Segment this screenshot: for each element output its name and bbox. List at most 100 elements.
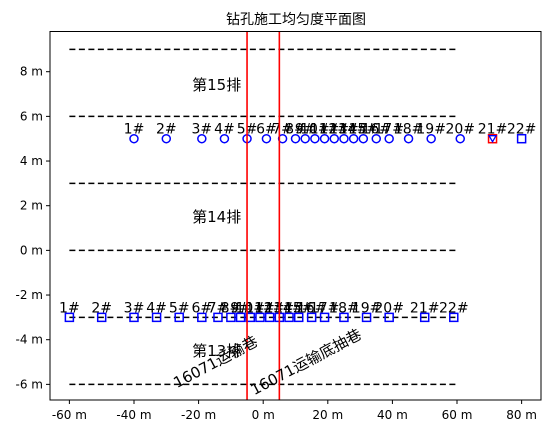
hole-marker-circle (358, 133, 369, 144)
hole-marker-circle (319, 133, 330, 144)
hole-marker-square (235, 312, 246, 323)
row-label: 第13排 (192, 342, 241, 360)
hole-label: 7# (208, 300, 229, 316)
hole-label: 4# (146, 300, 167, 316)
hole-marker-circle (300, 133, 310, 144)
hole-marker-circle (403, 133, 414, 144)
hole-marker-square (226, 312, 236, 323)
y-tick-label: 6 m (20, 109, 43, 123)
y-tick-label: -4 m (16, 333, 43, 347)
y-tick-label: -6 m (16, 377, 43, 391)
hole-label: 17# (374, 122, 404, 138)
hole-marker-circle (219, 133, 230, 144)
hole-marker-square (174, 312, 184, 323)
hole-marker-circle (310, 133, 320, 144)
hole-label: 20# (445, 122, 475, 138)
y-tick-label: 0 m (20, 243, 43, 257)
hole-label: 8# (285, 122, 306, 138)
hole-label: 22# (439, 300, 469, 316)
hole-label: 22# (507, 122, 537, 138)
x-tick-label: 60 m (442, 408, 473, 422)
hole-label: 13# (329, 122, 359, 138)
hole-label: 4# (214, 122, 235, 138)
hole-marker-circle (329, 133, 340, 144)
hole-label: 3# (192, 122, 213, 138)
hole-marker-circle (197, 133, 207, 144)
hole-marker-square (306, 312, 317, 323)
hole-marker-square (129, 312, 139, 323)
hole-marker-circle (161, 133, 172, 144)
hole-marker-circle (129, 133, 139, 144)
hole-label: 18# (394, 122, 424, 138)
hole-label: 1# (59, 300, 80, 316)
hole-marker-circle (371, 133, 382, 144)
hole-marker-square (449, 312, 459, 323)
x-tick-label: -40 m (116, 408, 151, 422)
hole-label: 16# (361, 122, 391, 138)
hole-label: 6# (256, 122, 277, 138)
hole-label: 21# (478, 122, 508, 138)
hole-label: 14# (274, 300, 304, 316)
hole-marker-square (197, 312, 207, 323)
hole-marker-square (419, 312, 430, 323)
hole-label: 2# (91, 300, 112, 316)
y-tick-label: 4 m (20, 154, 43, 168)
hole-label: 3# (124, 300, 145, 316)
hole-marker-circle (426, 133, 436, 144)
hole-marker-circle (261, 133, 272, 144)
y-tick-label: 8 m (20, 65, 43, 79)
hole-marker-square (96, 312, 107, 323)
tunnel-label: 16071运输底抽巷 (248, 325, 365, 399)
x-tick-label: 0 m (252, 408, 275, 422)
hole-label: 20# (374, 300, 404, 316)
x-tick-label: -60 m (52, 408, 87, 422)
x-tick-label: 20 m (312, 408, 343, 422)
hole-marker-circle (455, 133, 465, 144)
hole-label: 5# (169, 300, 190, 316)
hole-label: 6# (192, 300, 213, 316)
hole-marker-circle (348, 133, 359, 144)
y-tick-label: -2 m (16, 288, 43, 302)
hole-label: 16# (297, 300, 327, 316)
hole-label: 8# (221, 300, 242, 316)
hole-label: 19# (352, 300, 382, 316)
hole-label: 17# (310, 300, 340, 316)
hole-marker-square (319, 312, 330, 323)
x-tick-label: 40 m (377, 408, 408, 422)
x-tick-label: 80 m (506, 408, 537, 422)
hole-marker-square (284, 312, 294, 323)
hole-label: 15# (349, 122, 379, 138)
hole-marker-circle (384, 133, 394, 144)
hole-label: 2# (156, 122, 177, 138)
hole-marker-square (384, 312, 394, 323)
hole-label: 9# (230, 300, 251, 316)
hole-label: 12# (255, 300, 285, 316)
chart-title: 钻孔施工均匀度平面图 (226, 12, 366, 28)
plot-area: -60 m -40 m -20 m 0 m 20 m 40 m 60 m 80 m -6 m -4… (16, 31, 537, 422)
row-label: 第14排 (192, 208, 241, 226)
hole-label: 21# (410, 300, 440, 316)
hole-marker-square (516, 133, 527, 144)
hole-label: 12# (319, 122, 349, 138)
hole-marker-square (361, 312, 372, 323)
hole-label: 1# (124, 122, 145, 138)
hole-label: 11# (245, 300, 275, 316)
hole-marker-circle (290, 133, 301, 144)
hole-label: 18# (329, 300, 359, 316)
y-tick-label: 2 m (20, 199, 43, 213)
hole-marker-square (255, 312, 265, 323)
hole-label: 7# (272, 122, 293, 138)
hole-label: 9# (295, 122, 316, 138)
hole-label: 14# (339, 122, 369, 138)
hole-marker-square (293, 312, 304, 323)
hole-marker-square (64, 312, 75, 323)
row-label: 第15排 (192, 76, 241, 94)
hole-marker-triangle (487, 135, 498, 143)
hole-marker-square (213, 312, 223, 323)
hole-marker-square (264, 312, 275, 323)
hole-marker-square (151, 312, 162, 323)
hole-marker-square (339, 312, 349, 323)
hole-label: 15# (284, 300, 314, 316)
